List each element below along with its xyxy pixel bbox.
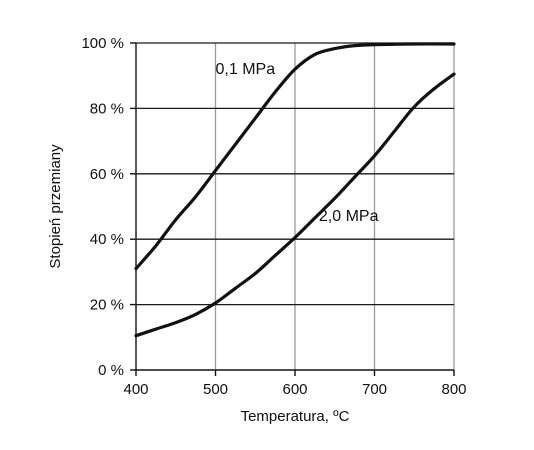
x-tick-label: 500 bbox=[203, 381, 228, 398]
x-axis-title: Temperatura, ºC bbox=[241, 408, 350, 425]
y-tick-label: 80 % bbox=[90, 100, 124, 117]
series-line-2 bbox=[134, 72, 456, 338]
tick-labels: 400 500 600 700 800 0 % 20 % 40 % 60 % 80 % 100 % bbox=[81, 35, 466, 398]
y-tick-label: 0 % bbox=[98, 362, 124, 379]
annotations: 0,1 MPa 2,0 MPa bbox=[216, 61, 379, 225]
x-tick-label: 600 bbox=[282, 381, 307, 398]
y-tick-label: 40 % bbox=[90, 231, 124, 248]
series-lines bbox=[134, 42, 456, 338]
axes bbox=[130, 42, 455, 376]
x-tick-label: 400 bbox=[123, 381, 148, 398]
x-tick-label: 800 bbox=[441, 381, 466, 398]
series-line-1 bbox=[134, 42, 456, 271]
series-label-2: 2,0 MPa bbox=[319, 208, 379, 225]
series-label-1: 0,1 MPa bbox=[216, 61, 276, 78]
y-tick-label: 60 % bbox=[90, 166, 124, 183]
y-tick-label: 100 % bbox=[81, 35, 124, 52]
y-axis-title: Stopień przemiany bbox=[47, 144, 64, 269]
x-tick-label: 700 bbox=[362, 381, 387, 398]
y-tick-label: 20 % bbox=[90, 297, 124, 314]
